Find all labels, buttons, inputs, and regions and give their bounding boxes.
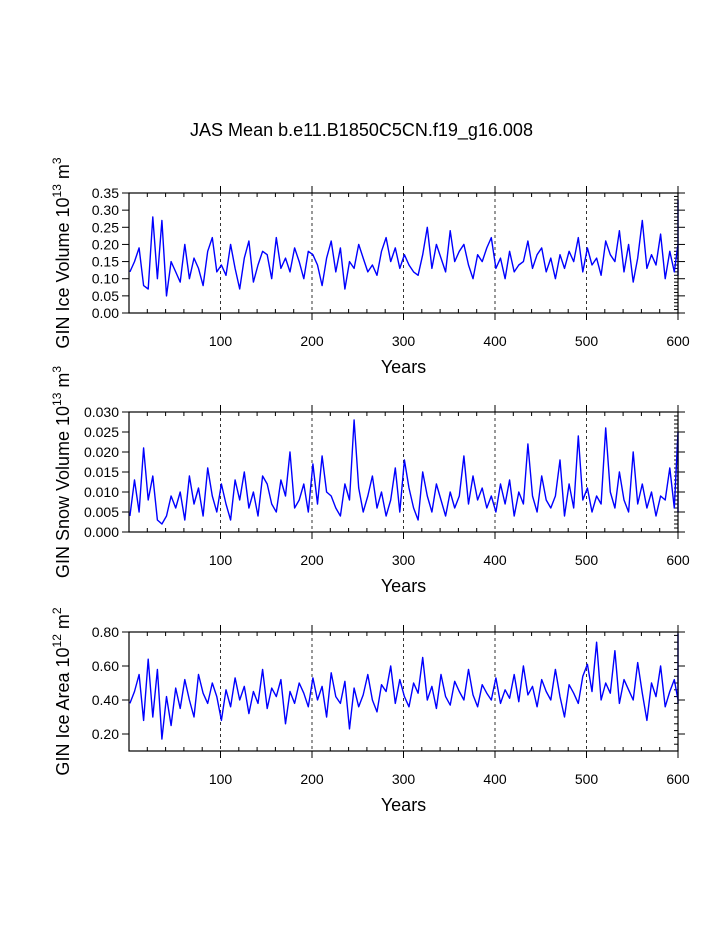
series-line-3 [129,633,679,740]
y-tick-label: 0.80 [92,624,119,640]
x-axis-label: Years [381,795,426,815]
y-tick-label: 0.00 [92,305,119,321]
y-tick-label: 0.10 [92,271,119,287]
plot-frame [128,631,679,752]
x-tick-label: 400 [483,552,507,568]
x-tick-label: 500 [575,552,599,568]
y-tick-label: 0.20 [92,726,119,742]
chart-panel-1: 100 200 300 400 500 6000.000.050.100.150.200.… [50,157,690,377]
y-tick-label: 0.005 [84,504,119,520]
y-tick-label: 0.40 [92,692,119,708]
x-tick-label: 500 [575,771,599,787]
x-tick-label: 300 [392,552,416,568]
y-tick-label: 0.020 [84,444,119,460]
x-tick-label: 100 [209,771,233,787]
plot-frame [128,411,679,533]
y-tick-label: 0.35 [92,185,119,201]
y-tick-label: 0.010 [84,484,119,500]
plot-frame [128,192,679,314]
chart-panel-2: 100 200 300 400 500 600 0.000 0.005 0.010 0.015 0.… [50,366,690,596]
y-tick-label: 0.25 [92,219,119,235]
y-axis-label: GIN Ice Area 1012 m2 [50,607,73,775]
y-tick-label: 0.030 [84,404,119,420]
x-tick-label: 200 [300,771,324,787]
x-tick-label: 600 [666,552,690,568]
y-axis-label: GIN Ice Volume 1013 m3 [50,157,73,348]
x-tick-label: 300 [392,333,416,349]
x-tick-label: 100 [209,552,233,568]
chart-panel-3: 100 200 300 400 500 600 0.20 0.40 0.60 0.80 Years G… [50,607,690,815]
figure-title: JAS Mean b.e11.B1850C5CN.f19_g16.008 [190,120,533,140]
series-line-1 [129,199,679,297]
x-tick-label: 400 [483,771,507,787]
x-tick-label: 200 [300,552,324,568]
y-tick-label: 0.015 [84,464,119,480]
x-tick-label: 600 [666,771,690,787]
y-tick-label: 0.15 [92,254,119,270]
x-tick-label: 500 [575,333,599,349]
y-tick-label: 0.025 [84,424,119,440]
y-tick-label: 0.05 [92,288,119,304]
x-tick-label: 100 [209,333,233,349]
x-tick-label: 300 [392,771,416,787]
y-tick-label: 0.30 [92,202,119,218]
x-axis-label: Years [381,576,426,596]
y-tick-label: 0.20 [92,236,119,252]
x-tick-label: 600 [666,333,690,349]
y-axis-label: GIN Snow Volume 1013 m3 [50,366,73,578]
x-axis-label: Years [381,357,426,377]
y-tick-label: 0.60 [92,658,119,674]
series-line-2 [129,419,679,525]
x-tick-label: 400 [483,333,507,349]
x-tick-label: 200 [300,333,324,349]
y-tick-label: 0.000 [84,524,119,540]
